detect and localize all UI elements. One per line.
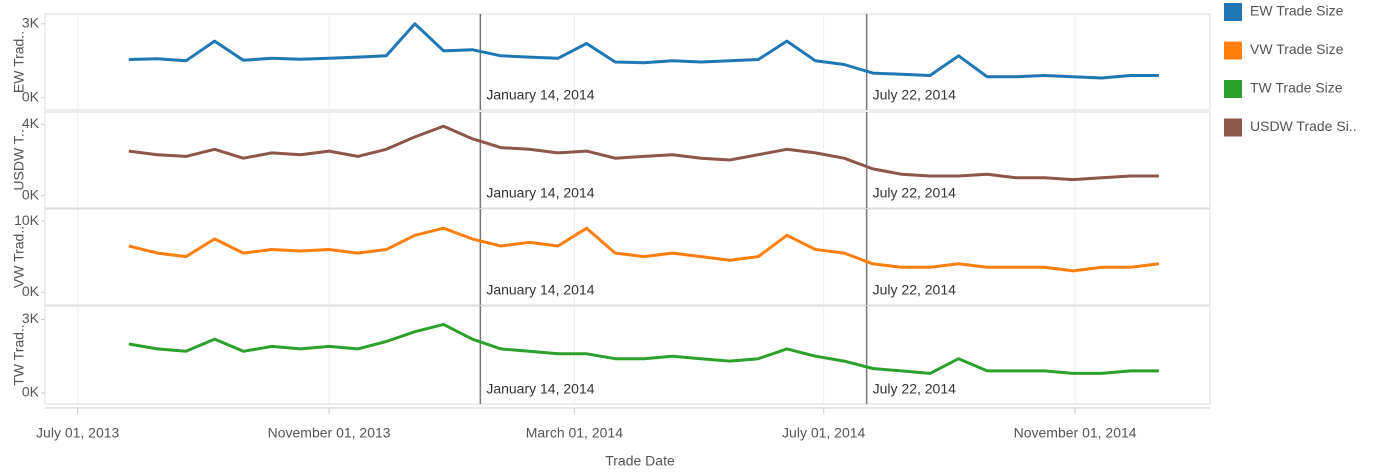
- legend-swatch: [1224, 3, 1242, 21]
- y-tick-label: 0K: [22, 88, 40, 104]
- x-tick-label: July 01, 2013: [36, 425, 119, 441]
- reference-label: January 14, 2014: [486, 87, 594, 103]
- panel-frame: [44, 111, 1211, 209]
- y-tick-label: 10K: [14, 212, 40, 228]
- y-axis-title: TW Trad..: [11, 324, 27, 385]
- y-tick-label: 0K: [22, 283, 40, 299]
- y-tick-label: 3K: [22, 15, 40, 31]
- legend-label: EW Trade Size: [1250, 3, 1344, 19]
- y-tick-label: 4K: [22, 115, 40, 131]
- reference-label: January 14, 2014: [486, 381, 594, 397]
- legend-swatch: [1224, 80, 1242, 98]
- x-tick-label: November 01, 2013: [268, 425, 391, 441]
- reference-label: July 22, 2014: [873, 282, 956, 298]
- x-tick-label: November 01, 2014: [1014, 425, 1137, 441]
- y-axis-title: USDW T..: [11, 129, 27, 190]
- y-tick-label: 0K: [22, 384, 40, 400]
- x-axis-title: Trade Date: [605, 453, 675, 469]
- x-tick-label: July 01, 2014: [782, 425, 865, 441]
- series-line: [128, 124, 1159, 182]
- legend-swatch: [1224, 118, 1242, 137]
- series-line: [128, 322, 1159, 375]
- legend-swatch: [1224, 41, 1242, 60]
- panel-frame: [44, 305, 1211, 405]
- series-line: [128, 226, 1160, 273]
- x-tick-label: March 01, 2014: [526, 425, 623, 441]
- legend-label: USDW Trade Si..: [1250, 118, 1357, 134]
- reference-label: January 14, 2014: [486, 185, 594, 201]
- y-tick-label: 3K: [22, 310, 40, 326]
- reference-label: January 14, 2014: [486, 282, 594, 298]
- panel-frame: [44, 208, 1211, 306]
- reference-label: July 22, 2014: [873, 87, 956, 103]
- y-axis-title: EW Trad..: [11, 31, 27, 93]
- y-tick-label: 0K: [22, 186, 40, 202]
- y-axis-title: VW Trad..: [11, 226, 27, 288]
- reference-label: July 22, 2014: [873, 185, 956, 201]
- panel-frame: [44, 13, 1211, 111]
- legend-label: TW Trade Size: [1250, 80, 1343, 96]
- reference-label: July 22, 2014: [873, 381, 956, 397]
- legend-label: VW Trade Size: [1250, 41, 1344, 57]
- series-line: [128, 22, 1159, 80]
